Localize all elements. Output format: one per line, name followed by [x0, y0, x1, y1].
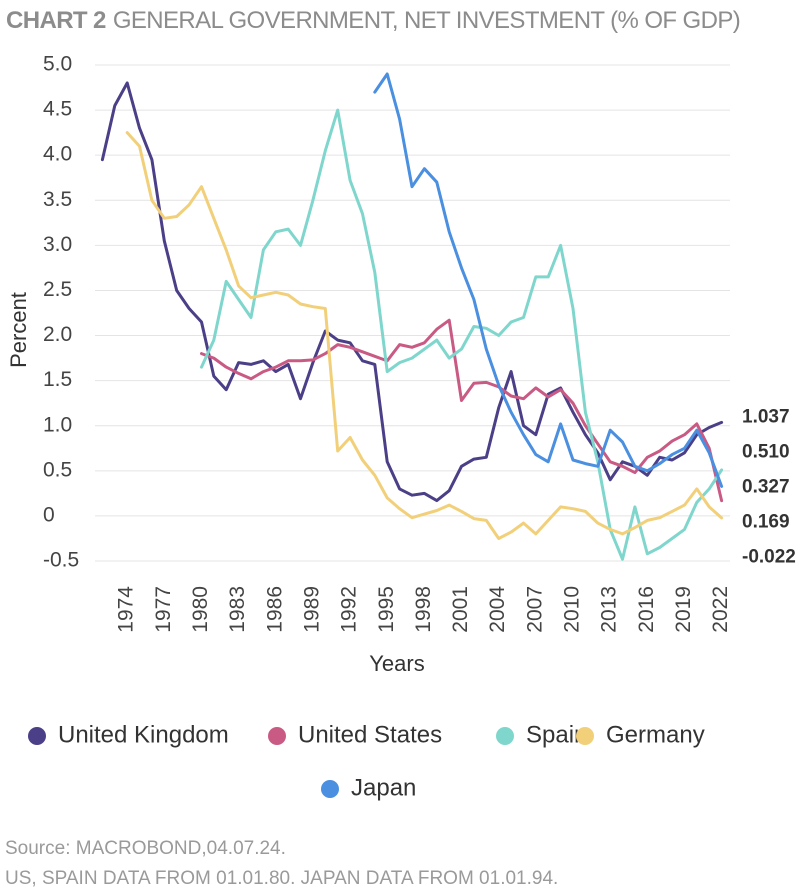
y-tick-label: -0.5	[43, 549, 79, 572]
legend-marker	[576, 727, 594, 745]
legend-marker	[268, 727, 286, 745]
line-series	[373, 72, 724, 488]
x-axis-label: Years	[369, 651, 424, 676]
title-number: CHART 2	[6, 7, 106, 34]
y-tick-label: 2.0	[43, 323, 72, 346]
legend-label: Germany	[606, 721, 705, 748]
x-tick-label: 1992	[338, 586, 361, 633]
end-label: 0.169	[742, 511, 790, 532]
y-tick-label: 4.5	[43, 98, 72, 121]
x-tick-label: 1998	[412, 586, 435, 633]
source: Source: MACROBOND,04.07.24.	[5, 838, 286, 859]
end-label: -0.022	[742, 546, 796, 567]
legend-label: Japan	[351, 774, 416, 801]
line-series	[125, 131, 724, 540]
x-tick-label: 1989	[300, 586, 323, 633]
y-tick-label: 4.0	[43, 143, 72, 166]
x-tick-label: 1977	[152, 586, 175, 633]
line-series	[200, 108, 724, 561]
x-tick-label: 1983	[226, 586, 249, 633]
y-tick-label: 2.5	[43, 278, 72, 301]
y-tick-label: 3.5	[43, 188, 72, 211]
x-tick-label: 1986	[263, 586, 286, 633]
legend-label: United States	[298, 721, 442, 748]
end-label: 0.510	[742, 441, 790, 462]
x-tick-label: 2007	[523, 586, 546, 633]
x-tick-label: 2010	[561, 586, 584, 633]
legend-label: United Kingdom	[58, 721, 229, 748]
y-axis-label: Percent	[6, 292, 31, 368]
note: US, SPAIN DATA FROM 01.01.80. JAPAN DATA…	[5, 868, 558, 889]
y-tick-label: 0	[43, 503, 55, 526]
y-tick-label: 1.5	[43, 368, 72, 391]
chart-title: CHART 2 GENERAL GOVERNMENT, NET INVESTMEN…	[6, 7, 740, 34]
y-tick-label: 1.0	[43, 413, 72, 436]
y-tick-label: 3.0	[43, 233, 72, 256]
y-tick-label: 0.5	[43, 458, 72, 481]
end-label: 0.327	[742, 476, 790, 497]
legend-marker	[321, 780, 339, 798]
x-tick-label: 2022	[709, 586, 732, 633]
x-tick-label: 1974	[115, 586, 138, 633]
x-tick-label: 2013	[598, 586, 621, 633]
end-label: 1.037	[742, 406, 790, 427]
x-tick-label: 2019	[672, 586, 695, 633]
line-series	[100, 81, 724, 503]
x-tick-label: 1980	[189, 586, 212, 633]
x-tick-label: 2004	[486, 586, 509, 633]
line-series	[200, 318, 724, 503]
x-tick-label: 2001	[449, 586, 472, 633]
legend-marker	[28, 727, 46, 745]
y-tick-label: 5.0	[43, 53, 72, 76]
legend-marker	[496, 727, 514, 745]
x-tick-label: 1995	[375, 586, 398, 633]
title-text: GENERAL GOVERNMENT, NET INVESTMENT (% OF…	[113, 7, 740, 34]
x-tick-label: 2016	[635, 586, 658, 633]
